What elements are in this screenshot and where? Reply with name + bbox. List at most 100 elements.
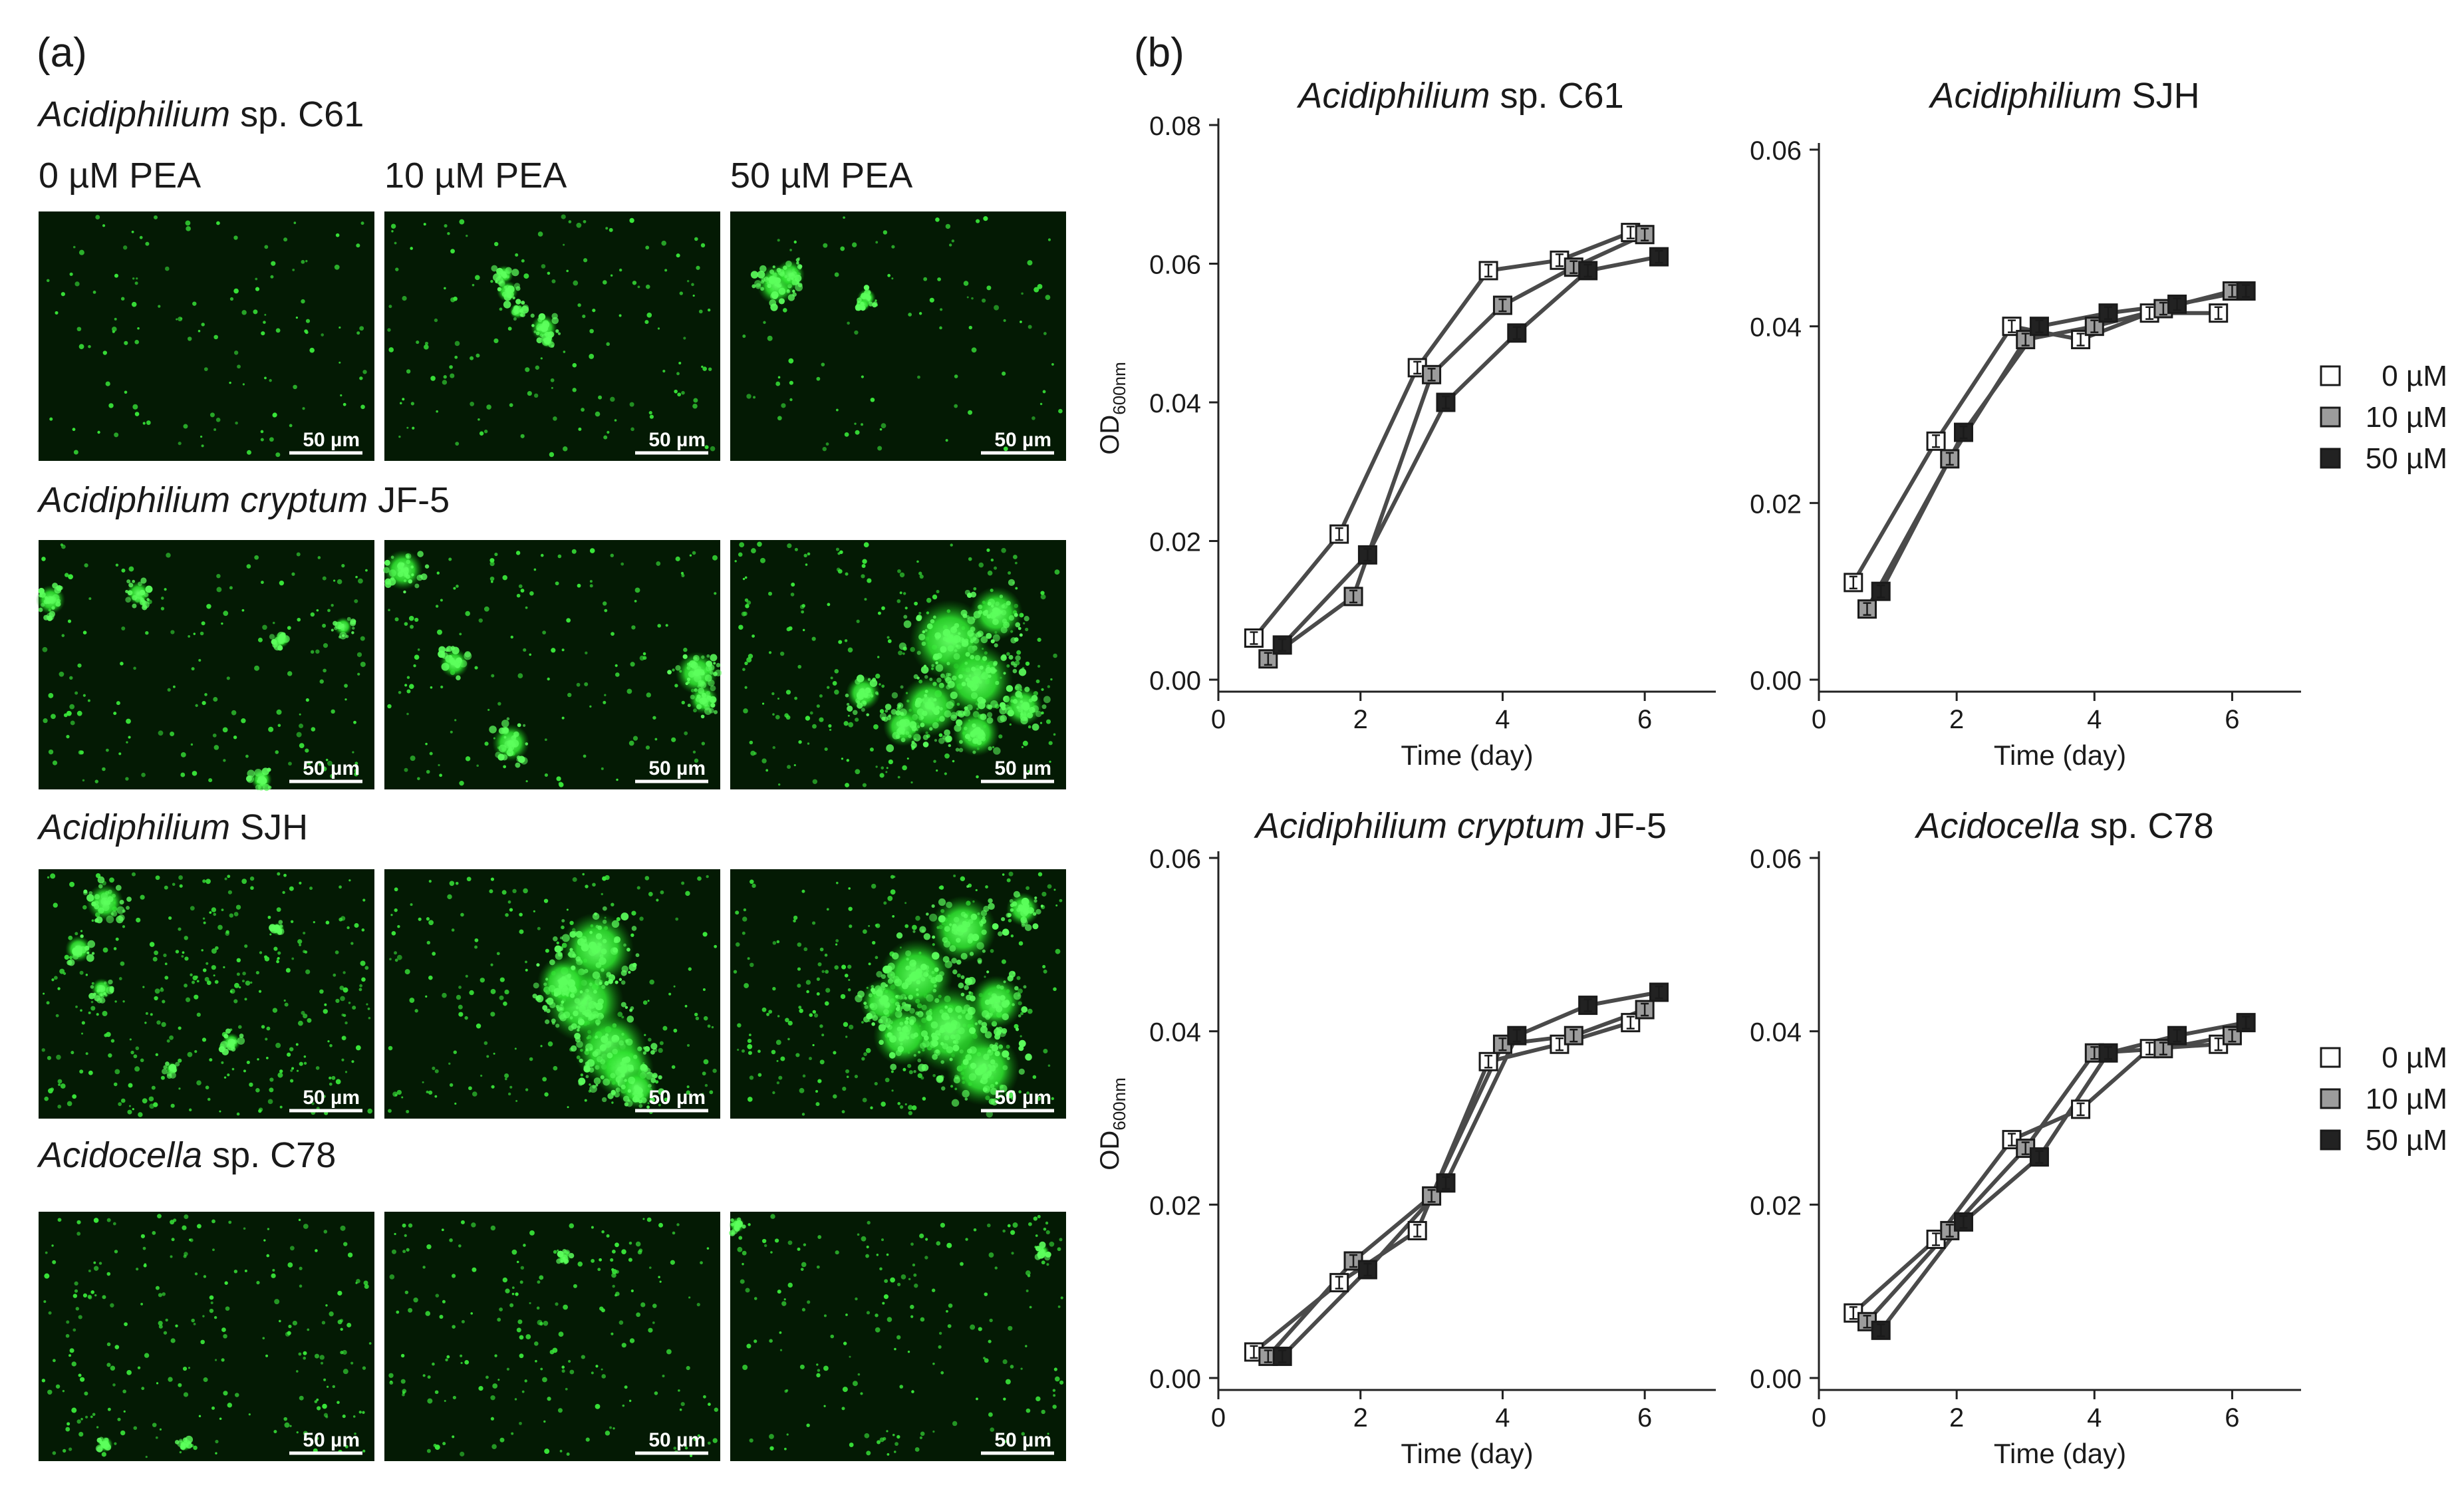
growth-chart-2: Acidiphilium SJH 0.00 0.02 0.04 0.06 0 2 4 6 Time… bbox=[1750, 76, 2301, 771]
y-tick-label: 0.00 bbox=[1750, 1365, 1802, 1394]
y-tick-label: 0.04 bbox=[1750, 1018, 1802, 1047]
micrograph-row3-col3: 50 µm bbox=[730, 869, 1066, 1119]
data-point bbox=[1357, 545, 1377, 565]
y-tick-label: 0.02 bbox=[1750, 489, 1802, 519]
data-point bbox=[1844, 573, 1863, 593]
data-point bbox=[1844, 1303, 1863, 1323]
data-point bbox=[1871, 581, 1891, 601]
data-point bbox=[1649, 247, 1669, 267]
series-line-1 bbox=[1865, 289, 2233, 611]
micrograph-row2-col2: 50 µm bbox=[383, 540, 722, 789]
y-tick-label: 0.06 bbox=[1149, 845, 1201, 874]
legend-swatch bbox=[2320, 1129, 2341, 1151]
x-tick-label: 6 bbox=[2225, 705, 2239, 734]
scale-bar-label: 50 µm bbox=[303, 429, 360, 451]
data-point bbox=[1329, 1273, 1349, 1293]
data-point bbox=[2236, 1013, 2256, 1033]
y-tick-label: 0.08 bbox=[1149, 112, 1201, 141]
series-line-2 bbox=[1281, 990, 1660, 1358]
scale-bar-label: 50 µm bbox=[648, 1429, 706, 1451]
series-line-2 bbox=[1281, 255, 1660, 646]
x-axis-label: Time (day) bbox=[1994, 740, 2126, 771]
column-header-10: 10 µM PEA bbox=[384, 156, 567, 196]
micrograph-row1-col1: 50 µm bbox=[39, 211, 374, 461]
chart-title: Acidocella sp. C78 bbox=[1914, 806, 2213, 846]
micrograph-grid: 50 µm 50 µm 50 µm 50 µm 50 µm 50 µm 50 µm 50 µm… bbox=[36, 211, 1066, 1461]
legend-swatch bbox=[2320, 365, 2341, 386]
data-point bbox=[1272, 635, 1292, 655]
data-point bbox=[1857, 599, 1877, 619]
x-tick-label: 2 bbox=[1949, 705, 1964, 734]
scale-bar-label: 50 µm bbox=[994, 1087, 1051, 1109]
scale-bar-label: 50 µm bbox=[994, 757, 1051, 779]
x-tick-label: 4 bbox=[2087, 1403, 2102, 1433]
x-tick-label: 2 bbox=[1353, 1403, 1368, 1433]
y-axis-label: OD600nm bbox=[1095, 362, 1129, 455]
data-point bbox=[1578, 996, 1598, 1016]
data-point bbox=[1478, 261, 1498, 281]
data-point bbox=[2209, 303, 2229, 323]
data-point bbox=[1357, 1260, 1377, 1280]
scale-bar-label: 50 µm bbox=[303, 1429, 360, 1451]
micrograph-row3-col1: 50 µm bbox=[39, 869, 374, 1119]
x-tick-label: 4 bbox=[1495, 705, 1510, 734]
y-tick-label: 0.06 bbox=[1750, 136, 1802, 166]
data-point bbox=[1649, 982, 1669, 1002]
micrograph-row2-col3: 50 µm bbox=[730, 540, 1066, 789]
data-point bbox=[1422, 364, 1442, 384]
x-tick-label: 6 bbox=[2225, 1403, 2239, 1433]
y-tick-label: 0.04 bbox=[1149, 1018, 1201, 1047]
data-point bbox=[2236, 281, 2256, 301]
chart-title: Acidiphilium cryptum JF-5 bbox=[1254, 806, 1667, 846]
y-axis-label: OD600nm bbox=[1095, 1077, 1129, 1170]
micrograph-row1-col3: 50 µm bbox=[730, 211, 1066, 461]
row-label-sjh: Acidiphilium SJH bbox=[37, 807, 308, 847]
y-tick-label: 0.06 bbox=[1149, 251, 1201, 280]
data-point bbox=[1635, 1000, 1655, 1020]
data-point bbox=[2071, 1099, 2091, 1119]
panel-a-label: (a) bbox=[37, 30, 87, 76]
x-tick-label: 4 bbox=[1495, 1403, 1510, 1433]
data-point bbox=[1436, 392, 1456, 412]
scale-bar-label: 50 µm bbox=[303, 757, 360, 779]
micrograph-row2-col1: 50 µm bbox=[36, 540, 374, 791]
x-axis-label: Time (day) bbox=[1401, 740, 1533, 771]
data-point bbox=[1954, 422, 1973, 442]
y-tick-label: 0.02 bbox=[1149, 528, 1201, 557]
column-header-50: 50 µM PEA bbox=[730, 156, 912, 196]
y-tick-label: 0.04 bbox=[1750, 313, 1802, 343]
data-point bbox=[1635, 225, 1655, 245]
legend-label: 0 µM bbox=[2382, 360, 2447, 392]
data-point bbox=[2167, 294, 2187, 314]
column-header-0: 0 µM PEA bbox=[39, 156, 201, 196]
panel-b-label: (b) bbox=[1134, 30, 1184, 76]
y-tick-label: 0.02 bbox=[1149, 1191, 1201, 1220]
data-point bbox=[1871, 1320, 1891, 1340]
legend-2: 0 µM 10 µM 50 µM bbox=[2320, 1041, 2447, 1157]
data-point bbox=[2098, 1043, 2118, 1063]
data-point bbox=[1492, 295, 1512, 315]
legend-label: 50 µM bbox=[2366, 1124, 2447, 1157]
y-tick-label: 0.00 bbox=[1149, 666, 1201, 696]
x-tick-label: 0 bbox=[1812, 1403, 1826, 1433]
x-axis-label: Time (day) bbox=[1401, 1438, 1533, 1469]
data-point bbox=[1940, 449, 1960, 469]
data-point bbox=[1329, 524, 1349, 544]
data-point bbox=[2071, 330, 2091, 350]
legend-label: 10 µM bbox=[2366, 1083, 2447, 1115]
legend-swatch bbox=[2320, 448, 2341, 469]
legend-swatch bbox=[2320, 1047, 2341, 1068]
data-point bbox=[1244, 628, 1264, 648]
x-tick-label: 4 bbox=[2087, 705, 2102, 734]
x-tick-label: 0 bbox=[1211, 1403, 1226, 1433]
data-point bbox=[2098, 303, 2118, 323]
data-point bbox=[1926, 431, 1946, 451]
legend-1: 0 µM 10 µM 50 µM bbox=[2320, 360, 2447, 475]
x-axis-label: Time (day) bbox=[1994, 1438, 2126, 1469]
micrograph-row3-col2: 50 µm bbox=[384, 869, 720, 1119]
data-point bbox=[1507, 1026, 1527, 1045]
scale-bar-label: 50 µm bbox=[994, 1429, 1051, 1451]
data-point bbox=[2029, 317, 2049, 337]
legend-swatch bbox=[2320, 406, 2341, 428]
legend-label: 10 µM bbox=[2366, 401, 2447, 434]
